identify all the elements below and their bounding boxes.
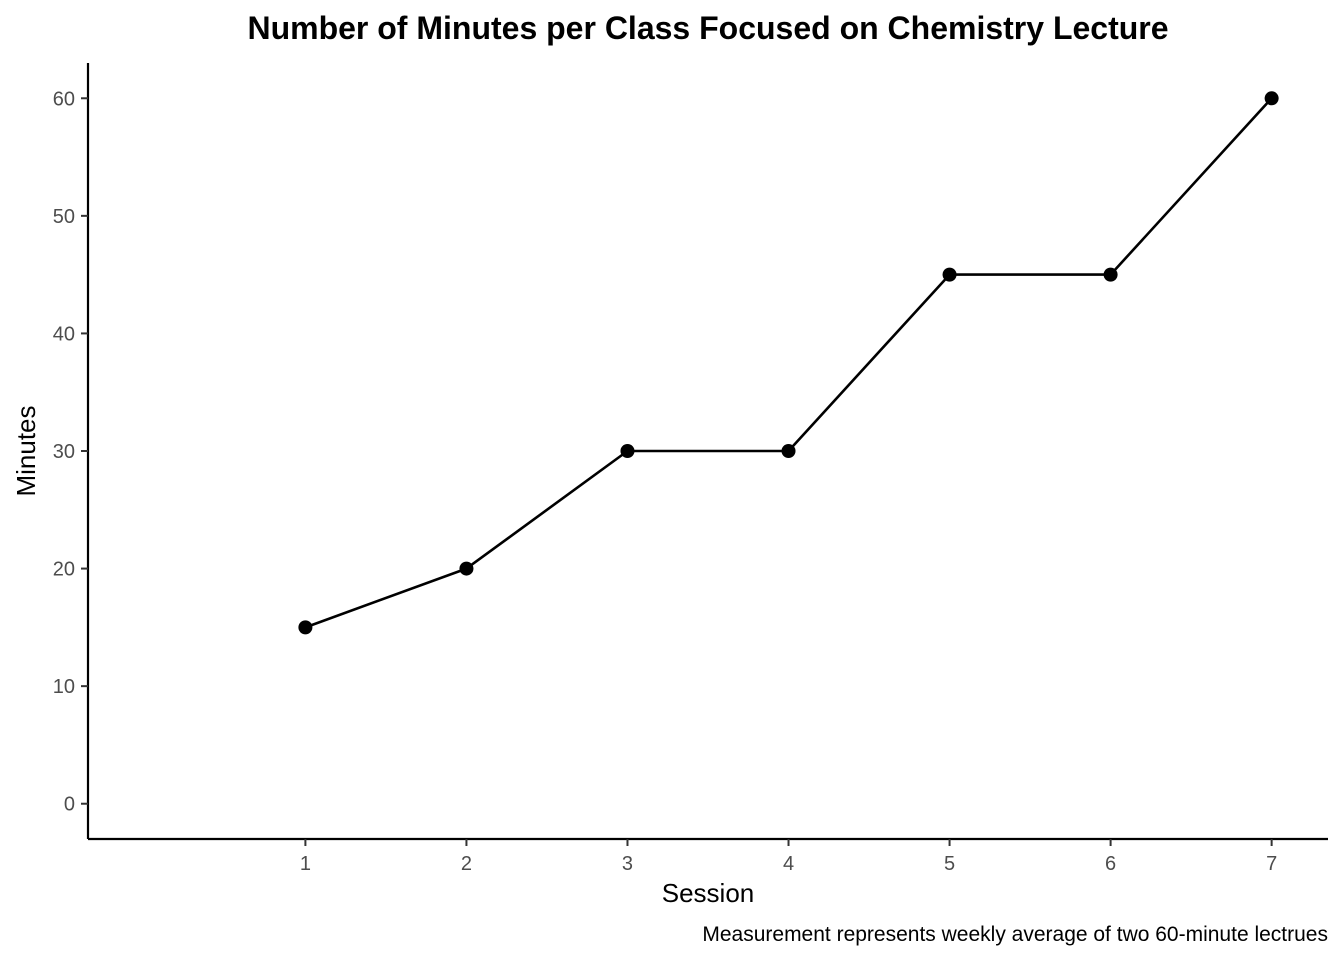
x-tick-label: 4 xyxy=(783,853,794,875)
y-tick-label: 10 xyxy=(53,676,75,698)
data-point xyxy=(1103,267,1118,282)
data-point xyxy=(459,561,474,576)
x-tick-label: 2 xyxy=(461,853,472,875)
x-tick-label: 1 xyxy=(300,853,311,875)
y-tick-label: 20 xyxy=(53,559,75,581)
series-line xyxy=(304,97,1273,629)
y-axis-label: Minutes xyxy=(11,405,41,496)
ticks: 0 10 20 30 40 50 60 1 2 3 4 5 6 7 xyxy=(53,88,1277,875)
data-point xyxy=(620,444,635,458)
y-tick-label: 50 xyxy=(53,206,75,228)
data-point xyxy=(1264,91,1279,106)
series xyxy=(298,91,1279,635)
data-point xyxy=(298,620,313,635)
y-tick-label: 60 xyxy=(53,88,75,110)
x-tick-label: 6 xyxy=(1105,853,1116,875)
data-point xyxy=(781,444,796,458)
y-tick-label: 40 xyxy=(53,323,75,345)
chart-caption: Measurement represents weekly average of… xyxy=(702,923,1328,946)
chart-title: Number of Minutes per Class Focused on C… xyxy=(247,10,1168,46)
data-point xyxy=(942,267,957,282)
y-tick-label: 0 xyxy=(64,794,75,816)
x-axis-label: Session xyxy=(662,878,755,908)
x-tick-label: 5 xyxy=(944,853,955,875)
x-tick-label: 3 xyxy=(622,853,633,875)
x-tick-label: 7 xyxy=(1266,853,1277,875)
y-tick-label: 30 xyxy=(53,441,75,463)
